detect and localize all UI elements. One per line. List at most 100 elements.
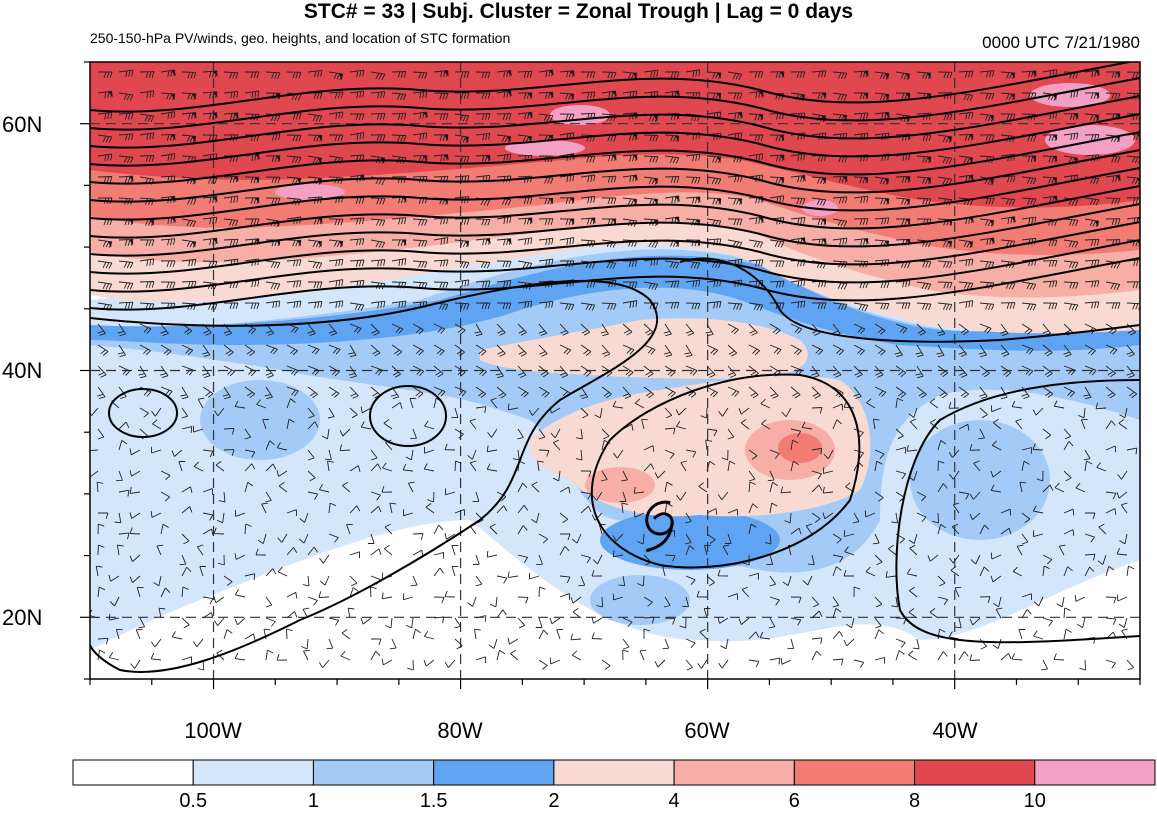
colorbar-swatch — [72, 759, 194, 786]
wind-barb — [1000, 239, 1016, 248]
wind-barb — [727, 428, 735, 440]
colorbar-label: 8 — [908, 790, 921, 812]
colorbar-swatch — [1034, 759, 1156, 786]
wind-barb — [664, 617, 676, 625]
wind-barb — [244, 633, 256, 641]
wind-barb — [811, 650, 822, 661]
wind-barb — [1105, 596, 1117, 604]
wind-barb — [244, 449, 256, 458]
wind-barb — [223, 71, 239, 79]
wind-barb — [1095, 402, 1107, 410]
wind-barb — [391, 258, 407, 266]
wind-barb — [391, 402, 403, 409]
wind-barb — [622, 281, 638, 289]
wind-barb — [370, 259, 386, 267]
wind-barb — [265, 176, 281, 184]
wind-barb — [790, 460, 799, 472]
wind-barb — [265, 463, 277, 472]
wind-barb — [410, 428, 417, 440]
wind-barb — [223, 112, 239, 120]
wind-barb — [286, 280, 302, 288]
wind-barb — [685, 323, 695, 336]
lon-label-40w: 40W — [932, 718, 978, 743]
wind-barb — [98, 71, 113, 79]
height-contour-trough — [90, 279, 659, 673]
wind-barb — [790, 439, 799, 451]
wind-barb — [727, 71, 743, 81]
wind-barb — [874, 111, 890, 120]
wind-barb — [181, 155, 197, 164]
wind-barb — [538, 365, 549, 378]
wind-barb — [602, 197, 617, 205]
wind-barb — [1042, 302, 1058, 310]
wind-barb — [559, 174, 575, 183]
wind-barb — [307, 344, 320, 355]
wind-barb — [706, 365, 716, 378]
wind-barb — [265, 155, 281, 162]
wind-barb — [936, 323, 946, 337]
wind-barb — [622, 71, 638, 80]
wind-barb — [1105, 113, 1121, 121]
wind-barb — [811, 132, 827, 141]
wind-barb — [160, 153, 176, 161]
wind-barb — [706, 301, 722, 309]
wind-barb — [391, 134, 407, 142]
colorbar-swatch — [192, 759, 314, 786]
wind-barb — [592, 554, 603, 565]
wind-barb — [895, 446, 907, 454]
wind-barb — [496, 216, 512, 224]
wind-barb — [1084, 365, 1097, 376]
wind-barb — [360, 406, 372, 414]
wind-barb — [552, 470, 561, 482]
wind-barb — [698, 482, 708, 493]
wind-barb — [451, 407, 459, 419]
wind-barb — [948, 449, 960, 458]
wind-barb — [1083, 386, 1092, 400]
wind-barb — [118, 69, 134, 78]
wind-barb — [496, 153, 512, 162]
wind-barb — [261, 502, 268, 514]
geopotential-height-contours — [90, 62, 1140, 673]
wind-barb — [790, 71, 806, 79]
wind-barb — [302, 575, 310, 587]
wind-barb — [517, 175, 533, 183]
wind-barb — [129, 554, 141, 562]
wind-barb — [811, 386, 821, 399]
wind-barb — [1126, 216, 1140, 225]
wind-barb — [538, 344, 548, 357]
wind-barb — [341, 629, 351, 640]
wind-barb — [507, 403, 519, 411]
wind-barb — [244, 523, 252, 535]
wind-barb — [909, 544, 918, 556]
wind-barb — [391, 365, 402, 378]
wind-barb — [832, 554, 844, 563]
wind-barb — [675, 407, 687, 416]
wind-barb — [853, 323, 866, 334]
wind-barb — [181, 344, 194, 356]
wind-barb — [718, 659, 729, 669]
wind-barb — [454, 428, 464, 439]
wind-barb — [424, 446, 435, 454]
wind-barb — [958, 92, 974, 102]
wind-barb — [382, 462, 393, 472]
wind-barb — [738, 407, 750, 415]
wind-barb — [1063, 239, 1079, 248]
wind-barb — [383, 544, 393, 556]
wind-barb — [223, 629, 233, 640]
wind-barb — [790, 112, 806, 120]
wind-barb — [696, 590, 708, 598]
wind-barb — [832, 196, 848, 204]
wind-barb — [822, 467, 834, 474]
wind-barb — [202, 237, 218, 246]
wind-barb — [706, 428, 718, 437]
wind-barb — [179, 554, 187, 566]
wind-barb — [181, 426, 193, 433]
wind-barb — [160, 470, 171, 481]
wind-barb — [912, 638, 920, 650]
wind-barb — [601, 218, 617, 226]
wind-barb — [472, 491, 480, 503]
wind-barb — [277, 533, 288, 543]
wind-barb — [1032, 407, 1044, 416]
wind-barb — [949, 470, 960, 480]
wind-barb — [129, 512, 141, 519]
